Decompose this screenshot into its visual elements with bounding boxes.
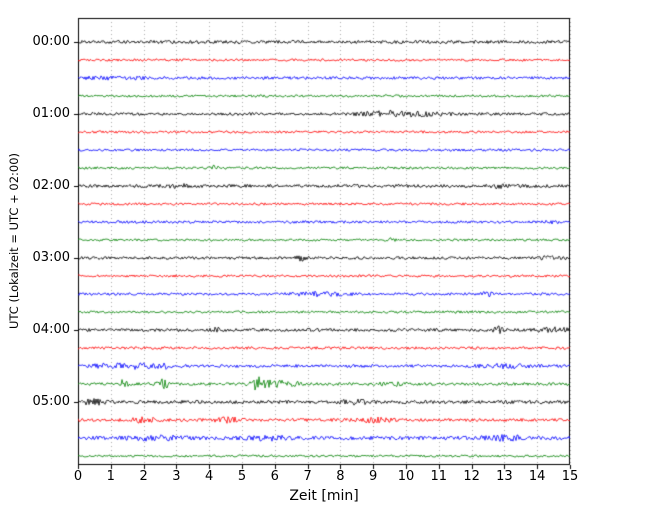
y-tick-label: 02:00 xyxy=(32,178,70,193)
x-tick-label: 0 xyxy=(73,469,83,484)
y-tick-label: 05:00 xyxy=(32,394,70,409)
y-tick-label: 03:00 xyxy=(32,250,70,265)
x-tick-label: 1 xyxy=(106,469,115,484)
y-tick-label: 04:00 xyxy=(32,322,70,337)
x-tick-label: 3 xyxy=(172,469,181,484)
x-tick-label: 14 xyxy=(528,469,546,484)
x-tick-label: 9 xyxy=(369,469,378,484)
x-tick-label: 4 xyxy=(205,469,214,484)
x-tick-label: 6 xyxy=(270,469,279,484)
x-tick-label: 10 xyxy=(397,469,415,484)
x-tick-label: 11 xyxy=(430,469,448,484)
y-tick-label: 01:00 xyxy=(32,106,70,121)
x-axis-label: Zeit [min] xyxy=(289,488,359,504)
x-tick-label: 12 xyxy=(463,469,480,484)
x-tick-label: 7 xyxy=(303,469,312,484)
x-tick-label: 2 xyxy=(139,469,148,484)
x-tick-label: 15 xyxy=(561,469,579,484)
x-tick-label: 13 xyxy=(496,469,513,484)
x-tick-label: 5 xyxy=(237,469,247,484)
x-tick-label: 8 xyxy=(336,469,345,484)
y-tick-label: 00:00 xyxy=(32,34,70,49)
